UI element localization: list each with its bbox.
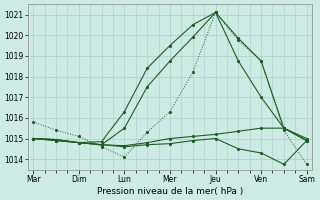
X-axis label: Pression niveau de la mer( hPa ): Pression niveau de la mer( hPa ) <box>97 187 243 196</box>
